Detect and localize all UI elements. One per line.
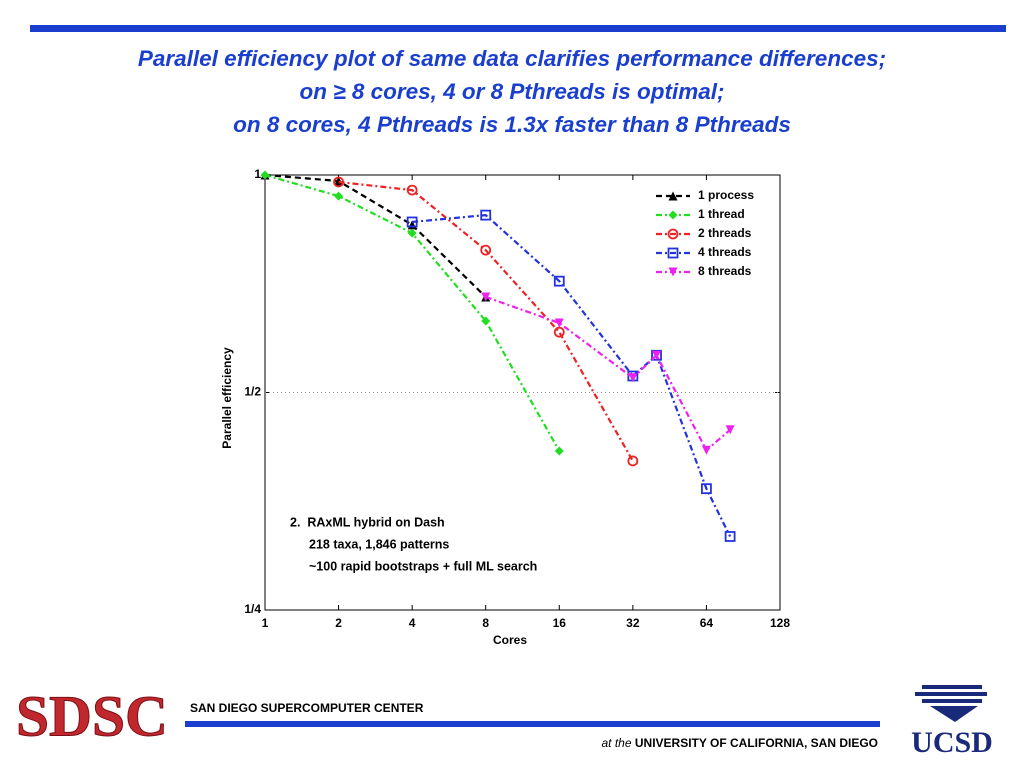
marker [480,244,492,256]
x-tick-label: 4 [409,616,416,630]
y-tick-label: 1 [254,167,261,181]
x-tick-label: 2 [335,616,342,630]
x-tick-label: 128 [770,616,790,630]
legend-marker [667,228,679,240]
marker [627,455,639,467]
annotation: ~100 rapid bootstraps + full ML search [309,559,537,573]
series-line [485,295,731,452]
marker [628,373,638,383]
marker [480,209,492,221]
marker [481,292,491,302]
top-bar [30,25,1006,32]
marker [554,446,564,456]
marker [652,350,662,360]
x-tick-label: 1 [262,616,269,630]
marker [333,176,344,188]
marker [554,318,564,328]
legend-marker [668,210,678,220]
x-axis-label: Cores [493,633,527,647]
sdsc-logo: SDSC [16,683,168,748]
marker [407,228,417,238]
marker [260,170,270,180]
marker [553,326,565,338]
x-tick-label: 32 [626,616,640,630]
series-line [264,173,561,452]
series-line [264,173,487,298]
university-name: UNIVERSITY OF CALIFORNIA, SAN DIEGO [635,736,878,750]
title-line: on ≥ 8 cores, 4 or 8 Pthreads is optimal… [300,79,725,104]
marker [481,316,491,326]
ucsd-logo: UCSD [911,726,993,759]
legend-label: 1 process [698,188,754,202]
marker [701,483,712,495]
marker [406,184,418,196]
annotation: 2. RAxML hybrid on Dash [290,515,445,529]
y-tick-label: 1/2 [244,385,261,399]
marker [553,275,565,287]
title-line: on 8 cores, 4 Pthreads is 1.3x faster th… [233,112,791,137]
series-line [338,180,634,462]
legend-marker [667,247,679,259]
y-axis-label: Parallel efficiency [220,347,234,449]
marker [701,445,711,455]
x-tick-label: 8 [482,616,489,630]
y-tick-label: 1/4 [244,602,261,616]
series-line [412,213,732,537]
footer-bar [185,721,880,727]
x-tick-label: 64 [700,616,714,630]
legend-label: 2 threads [698,226,752,240]
marker [334,191,344,201]
legend-marker [668,191,678,201]
title-line: Parallel efficiency plot of same data cl… [138,46,886,71]
annotation: 218 taxa, 1,846 patterns [309,537,449,551]
legend-marker [668,267,678,277]
legend-label: 4 threads [698,245,752,259]
at-the: at the [601,736,631,750]
marker [725,425,735,435]
university: at the UNIVERSITY OF CALIFORNIA, SAN DIE… [601,736,878,750]
legend-label: 8 threads [698,264,752,278]
center-name: SAN DIEGO SUPERCOMPUTER CENTER [190,701,424,715]
marker [406,216,418,228]
marker [724,531,736,542]
ucsd-emblem [915,685,987,722]
legend-label: 1 thread [698,207,745,221]
x-tick-label: 16 [553,616,567,630]
